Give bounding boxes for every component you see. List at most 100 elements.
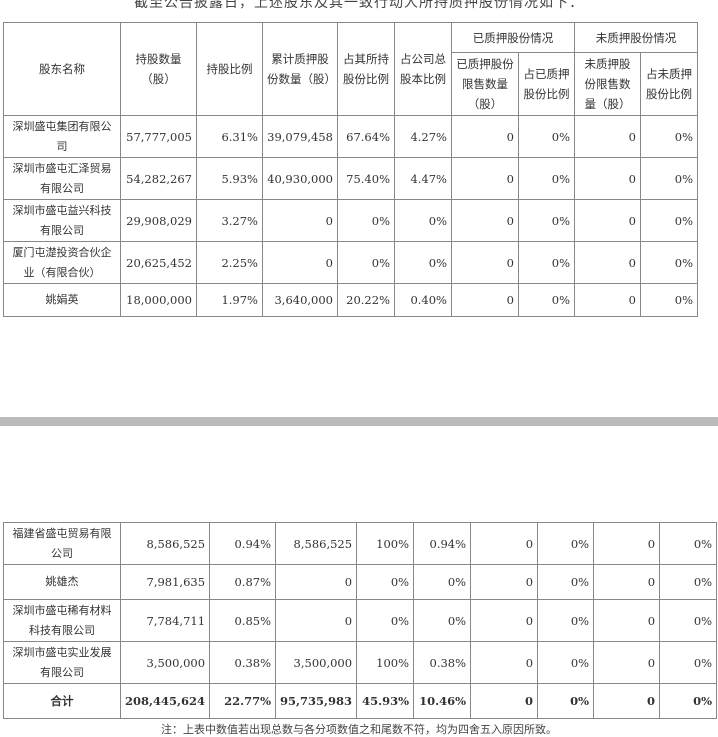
cell-value: 0%	[518, 283, 575, 317]
cell-value: 40,930,000	[262, 157, 338, 200]
cell-value: 0%	[659, 564, 718, 600]
cell-value: 0	[593, 564, 661, 600]
cell-value: 18,000,000	[120, 283, 197, 317]
cell-value: 20.22%	[337, 283, 395, 317]
cell-value: 0%	[659, 641, 718, 684]
cell-value: 0%	[640, 283, 698, 317]
header-pct-own: 占其所持股份比例	[337, 22, 395, 116]
total-value: 0	[470, 683, 539, 719]
cell-value: 0	[574, 115, 641, 158]
cell-value: 0	[451, 157, 519, 200]
cell-value: 0	[593, 522, 661, 565]
cell-value: 0%	[394, 241, 452, 284]
table-row: 深圳市盛屯汇泽贸易有限公司 54,282,267 5.93% 40,930,000 75…	[3, 157, 698, 200]
cell-value: 3,500,000	[275, 641, 358, 684]
shareholder-name: 深圳盛屯集团有限公司	[3, 115, 121, 158]
cell-value: 0%	[413, 599, 472, 642]
header-name: 股东名称	[3, 22, 121, 116]
cell-value: 0%	[413, 564, 472, 600]
table-row: 姚娟英 18,000,000 1.97% 3,640,000 20.22% 0.40% 0 0…	[3, 283, 698, 317]
cell-value: 0%	[518, 115, 575, 158]
cell-value: 0	[593, 641, 661, 684]
shareholder-name: 深圳市盛屯汇泽贸易有限公司	[3, 157, 121, 200]
cell-value: 0%	[537, 564, 595, 600]
cell-value: 0.38%	[413, 641, 472, 684]
table-row: 深圳市盛屯实业发展有限公司 3,500,000 0.38% 3,500,000 100%…	[3, 641, 718, 684]
header-pledged-restricted: 已质押股份限售数量（股）	[451, 52, 519, 116]
cell-value: 39,079,458	[262, 115, 338, 158]
total-value: 0%	[659, 683, 718, 719]
total-value: 45.93%	[356, 683, 415, 719]
cell-value: 0%	[640, 157, 698, 200]
cell-value: 0	[275, 564, 358, 600]
cell-value: 0	[593, 599, 661, 642]
cell-value: 0	[574, 157, 641, 200]
cell-value: 0	[262, 199, 338, 242]
cell-value: 0	[574, 199, 641, 242]
cell-value: 0%	[337, 199, 395, 242]
total-row: 合计 208,445,624 22.77% 95,735,983 45.93% 10.46…	[3, 683, 718, 719]
section-title: 截至公告披露日，上述股东及其一致行动人所持质押股份情况如下：	[134, 0, 584, 11]
total-value: 95,735,983	[275, 683, 358, 719]
cell-value: 1.97%	[196, 283, 263, 317]
footnote: 注：上表中数值若出现总数与各分项数值之和尾数不符，均为四舍五入原因所致。	[161, 723, 557, 736]
header-shares: 持股数量（股）	[120, 22, 197, 116]
cell-value: 4.47%	[394, 157, 452, 200]
header-unpledged-restricted: 未质押股份限售数量（股）	[574, 52, 641, 116]
cell-value: 2.25%	[196, 241, 263, 284]
shareholder-name: 姚雄杰	[3, 564, 121, 600]
cell-value: 5.93%	[196, 157, 263, 200]
cell-value: 8,586,525	[119, 522, 211, 565]
cell-value: 0	[275, 599, 358, 642]
total-value: 22.77%	[209, 683, 277, 719]
cell-value: 0.87%	[209, 564, 277, 600]
cell-value: 6.31%	[196, 115, 263, 158]
cell-value: 0%	[659, 599, 718, 642]
shareholder-name: 姚娟英	[3, 283, 121, 317]
cell-value: 0	[262, 241, 338, 284]
cell-value: 0%	[640, 241, 698, 284]
cell-value: 3.27%	[196, 199, 263, 242]
cell-value: 0%	[518, 199, 575, 242]
shareholder-name: 厦门屯濋投资合伙企业（有限合伙）	[3, 241, 121, 284]
cell-value: 8,586,525	[275, 522, 358, 565]
total-value: 0	[593, 683, 661, 719]
cell-value: 0%	[537, 599, 595, 642]
header-unpledged-group: 未质押股份情况	[574, 22, 698, 53]
cell-value: 0	[574, 241, 641, 284]
cell-value: 0%	[356, 599, 415, 642]
cell-value: 0.85%	[209, 599, 277, 642]
cell-value: 20,625,452	[120, 241, 197, 284]
cell-value: 0%	[640, 115, 698, 158]
cell-value: 0%	[537, 641, 595, 684]
cell-value: 7,784,711	[119, 599, 211, 642]
shareholder-name: 深圳市盛屯实业发展有限公司	[3, 641, 121, 684]
cell-value: 0%	[640, 199, 698, 242]
cell-value: 0	[574, 283, 641, 317]
cell-value: 0%	[518, 241, 575, 284]
cell-value: 0	[451, 283, 519, 317]
shareholder-name: 深圳市盛屯稀有材料科技有限公司	[3, 599, 121, 642]
total-value: 208,445,624	[119, 683, 211, 719]
total-value: 10.46%	[413, 683, 472, 719]
cell-value: 29,908,029	[120, 199, 197, 242]
cell-value: 67.64%	[337, 115, 395, 158]
cell-value: 0.94%	[209, 522, 277, 565]
header-pledged: 累计质押股份数量（股）	[262, 22, 338, 116]
cell-value: 3,500,000	[119, 641, 211, 684]
cell-value: 3,640,000	[262, 283, 338, 317]
shareholder-name: 深圳市盛屯益兴科技有限公司	[3, 199, 121, 242]
table-row: 深圳盛屯集团有限公司 57,777,005 6.31% 39,079,458 67.64…	[3, 115, 698, 158]
table-row: 深圳市盛屯益兴科技有限公司 29,908,029 3.27% 0 0% 0% 0 0% 0 0%	[3, 199, 698, 242]
header-pct-total: 占公司总股本比例	[394, 22, 452, 116]
cell-value: 4.27%	[394, 115, 452, 158]
cell-value: 57,777,005	[120, 115, 197, 158]
cell-value: 0	[470, 564, 539, 600]
cell-value: 100%	[356, 641, 415, 684]
cell-value: 0	[451, 241, 519, 284]
cell-value: 0.94%	[413, 522, 472, 565]
header-unpledged-pct: 占未质押股份比例	[640, 52, 698, 116]
cell-value: 0	[470, 522, 539, 565]
cell-value: 100%	[356, 522, 415, 565]
cell-value: 0	[470, 599, 539, 642]
